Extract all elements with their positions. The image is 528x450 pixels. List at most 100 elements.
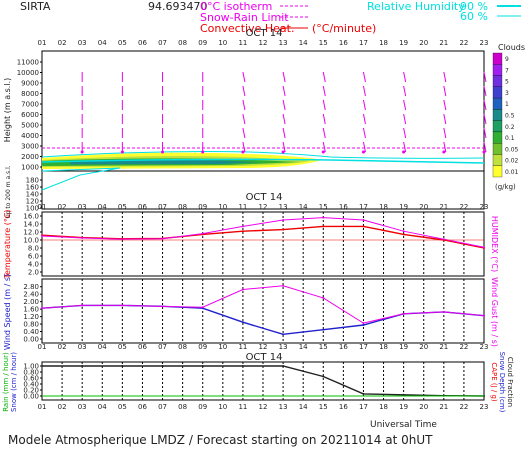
wind-arrow-17-2: [362, 99, 366, 111]
temperature-pt-1-8: [362, 219, 365, 221]
hour-mid2-02: 02: [58, 343, 67, 351]
temperature-ytick-1: 14.0: [23, 221, 39, 229]
colorbar-swatch-9: [492, 154, 503, 166]
legend-convective: Convective Heat.: [200, 22, 294, 35]
wind-arrow-11-4: [242, 127, 246, 139]
hour-mid1-15: 15: [319, 203, 328, 211]
precip-pt-0-7: [322, 375, 325, 378]
hour-mid2-18: 18: [379, 343, 388, 351]
height-tick-8: 3000: [21, 143, 39, 151]
colorbar-label-9: 0.02: [505, 158, 519, 165]
wind-arrow-11-5: [242, 141, 246, 153]
wind-pt-1-10: [442, 310, 445, 313]
legend-rh: Relative Humidity: [367, 0, 465, 13]
hour-top-19: 19: [399, 39, 408, 47]
hour-mid2-22: 22: [459, 343, 468, 351]
hour-top-18: 18: [379, 39, 388, 47]
low-height-tick-4: 100: [26, 205, 39, 213]
colorbar-swatch-10: [492, 165, 503, 178]
hour-mid1-22: 22: [459, 203, 468, 211]
precip-pt-0-3: [161, 365, 164, 367]
height-tick-3: 8000: [21, 90, 39, 98]
low-height-tick-2: 140: [26, 191, 39, 199]
forecast-title: Modele Atmospherique LMDZ / Forecast sta…: [8, 433, 433, 447]
rh-low-line: [41, 167, 121, 191]
wind-arrow-19-0: [403, 71, 407, 83]
temperature-pt-0-7: [322, 225, 325, 228]
precip-pt-0-1: [81, 365, 84, 367]
hour-mid1-13: 13: [279, 203, 288, 211]
hour-mid2-01: 01: [38, 343, 47, 351]
wind-arrow-21-5: [443, 141, 447, 153]
date-top: OCT 14: [246, 28, 283, 39]
legend-snow-rain: Snow-Rain Limit: [200, 11, 289, 24]
legend-rh90: 90 %: [460, 0, 488, 13]
wind-pt-1-8: [362, 322, 365, 325]
precip-pt-0-9: [402, 393, 405, 396]
hour-mid2-06: 06: [138, 343, 147, 351]
hour-mid2-16: 16: [339, 343, 348, 351]
temperature-ytick-2: 12.0: [23, 229, 39, 237]
hour-top-17: 17: [359, 39, 368, 47]
station-coords: 94.693470: [148, 0, 208, 13]
colorbar-label-4: 1: [505, 101, 509, 108]
hour-top-08: 08: [178, 39, 187, 47]
wind-arrow-19-4: [403, 127, 407, 139]
hour-bottom-03: 03: [78, 403, 87, 411]
precip-ytick-3: 0.40: [23, 381, 39, 389]
hour-bottom-10: 10: [218, 403, 227, 411]
colorbar-label-0: 9: [505, 56, 509, 63]
precip-pt-0-6: [282, 365, 285, 367]
low-height-tick-1: 160: [26, 184, 39, 192]
hour-top-01: 01: [38, 39, 47, 47]
hour-mid2-23: 23: [480, 343, 489, 351]
hour-top-14: 14: [299, 39, 308, 47]
wind-dot-21: [442, 150, 446, 154]
wind-arrow-21-2: [443, 99, 447, 111]
hour-mid2-17: 17: [359, 343, 368, 351]
temperature-pt-1-5: [241, 225, 244, 228]
hour-top-02: 02: [58, 39, 67, 47]
hour-mid1-21: 21: [439, 203, 448, 211]
wind-arrow-23-0: [483, 71, 487, 83]
colorbar-label-7: 0.1: [505, 135, 515, 142]
station-name: SIRTA: [20, 0, 51, 13]
height-tick-1: 10000: [17, 69, 39, 77]
wind-arrow-21-4: [443, 127, 447, 139]
hour-bottom-08: 08: [178, 403, 187, 411]
hour-mid2-12: 12: [259, 343, 268, 351]
wind-arrow-19-2: [403, 99, 407, 111]
hour-bottom-21: 21: [439, 403, 448, 411]
cape-axis-title: CAPE (J / g): [490, 362, 498, 402]
colorbar-label-2: 5: [505, 79, 509, 86]
temperature-pt-1-3: [161, 237, 164, 240]
hour-bottom-17: 17: [359, 403, 368, 411]
hour-bottom-06: 06: [138, 403, 147, 411]
colorbar-swatch-0: [492, 52, 503, 65]
precip-ytick-0: 1.00: [23, 363, 39, 371]
colorbar-label-10: 0.01: [505, 169, 519, 176]
precip-series-0: [42, 365, 485, 397]
wind-speed-axis-title: Wind Speed (m / s): [3, 274, 12, 350]
hour-bottom-15: 15: [319, 403, 328, 411]
wind-ytick-6: 0.40: [23, 328, 39, 336]
hour-mid2-10: 10: [218, 343, 227, 351]
hour-mid1-17: 17: [359, 203, 368, 211]
temperature-axis-title: Temperature (°C): [3, 209, 12, 279]
hour-bottom-22: 22: [459, 403, 468, 411]
hour-mid2-13: 13: [279, 343, 288, 351]
wind-ytick-0: 2.80: [23, 283, 39, 291]
hour-bottom-12: 12: [259, 403, 268, 411]
wind-arrow-13-1: [282, 85, 286, 97]
temperature-pt-1-0: [41, 235, 43, 237]
hour-top-12: 12: [259, 39, 268, 47]
height-tick-7: 4000: [21, 132, 39, 140]
hour-mid1-18: 18: [379, 203, 388, 211]
hour-mid1-10: 10: [218, 203, 227, 211]
colorbar-label-8: 0.05: [505, 146, 519, 153]
colorbar-swatch-4: [492, 97, 503, 110]
legend-rh60: 60 %: [460, 10, 488, 23]
height-tick-4: 7000: [21, 101, 39, 109]
temperature-pt-0-9: [402, 233, 405, 236]
hour-top-07: 07: [158, 39, 167, 47]
